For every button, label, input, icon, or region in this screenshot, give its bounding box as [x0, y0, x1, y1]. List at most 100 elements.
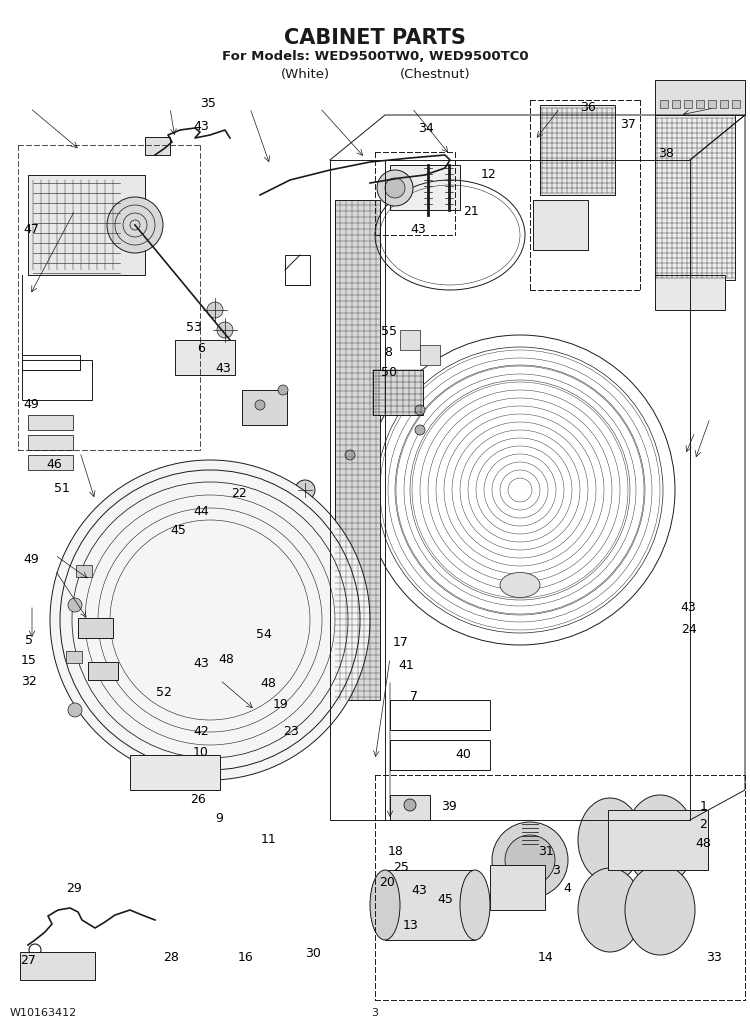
- Circle shape: [415, 405, 425, 415]
- Bar: [28, 435, 73, 450]
- Bar: [608, 810, 708, 870]
- Text: 28: 28: [163, 951, 179, 963]
- Bar: [400, 330, 420, 350]
- Text: 54: 54: [256, 628, 272, 640]
- Text: 43: 43: [216, 363, 232, 375]
- Bar: [66, 651, 82, 663]
- Bar: [696, 100, 704, 108]
- Text: 41: 41: [399, 659, 415, 671]
- Circle shape: [295, 480, 315, 500]
- Bar: [672, 100, 680, 108]
- Bar: [20, 952, 95, 980]
- Circle shape: [345, 450, 355, 460]
- Ellipse shape: [578, 868, 642, 952]
- Text: 27: 27: [20, 954, 37, 967]
- Bar: [385, 870, 475, 940]
- Bar: [22, 359, 92, 400]
- Bar: [335, 200, 380, 700]
- Bar: [130, 755, 220, 790]
- Bar: [28, 175, 145, 275]
- Text: 19: 19: [273, 698, 289, 711]
- Ellipse shape: [500, 573, 540, 598]
- Text: 33: 33: [706, 951, 722, 963]
- Ellipse shape: [370, 870, 400, 940]
- Bar: [684, 100, 692, 108]
- Bar: [78, 618, 113, 638]
- Bar: [655, 80, 745, 115]
- Bar: [660, 100, 668, 108]
- Text: 21: 21: [464, 205, 479, 218]
- Text: 25: 25: [393, 861, 410, 873]
- Text: W10163412: W10163412: [10, 1008, 77, 1018]
- Text: 47: 47: [23, 224, 40, 236]
- Text: 20: 20: [379, 876, 395, 889]
- Bar: [540, 105, 615, 195]
- Bar: [732, 100, 740, 108]
- Bar: [490, 865, 545, 910]
- Bar: [373, 370, 423, 415]
- Ellipse shape: [50, 460, 370, 780]
- Circle shape: [207, 303, 223, 318]
- Text: 22: 22: [231, 487, 246, 499]
- Circle shape: [68, 703, 82, 717]
- Text: 10: 10: [193, 746, 209, 758]
- Text: 32: 32: [21, 675, 37, 688]
- Text: 6: 6: [197, 342, 205, 354]
- Text: 36: 36: [580, 102, 596, 114]
- Text: 39: 39: [441, 800, 456, 812]
- Text: 5: 5: [25, 634, 32, 646]
- Circle shape: [217, 322, 233, 338]
- Text: 1: 1: [700, 800, 707, 812]
- Circle shape: [278, 385, 288, 395]
- Text: 43: 43: [194, 120, 208, 133]
- Bar: [390, 740, 490, 770]
- Ellipse shape: [625, 865, 695, 955]
- Text: 3: 3: [553, 864, 560, 876]
- Text: 46: 46: [46, 458, 62, 470]
- Ellipse shape: [578, 798, 642, 882]
- Text: 24: 24: [681, 624, 696, 636]
- Bar: [420, 345, 440, 365]
- Text: 18: 18: [387, 845, 404, 858]
- Bar: [28, 415, 73, 430]
- Text: 55: 55: [380, 325, 397, 338]
- Text: 14: 14: [538, 951, 554, 963]
- Ellipse shape: [460, 870, 490, 940]
- Text: 49: 49: [24, 398, 40, 410]
- Bar: [390, 795, 430, 821]
- Bar: [655, 275, 725, 310]
- Circle shape: [404, 799, 416, 811]
- Text: 45: 45: [170, 524, 187, 537]
- Text: 34: 34: [419, 122, 434, 135]
- Text: 26: 26: [190, 794, 206, 806]
- Text: 31: 31: [538, 845, 554, 858]
- Text: 40: 40: [455, 748, 472, 760]
- Text: 35: 35: [200, 97, 217, 110]
- Circle shape: [107, 197, 163, 253]
- Circle shape: [68, 598, 82, 612]
- Text: 38: 38: [658, 147, 674, 160]
- Text: 43: 43: [412, 885, 428, 897]
- Text: 44: 44: [194, 506, 208, 518]
- Circle shape: [415, 425, 425, 435]
- Bar: [145, 137, 170, 155]
- Text: CABINET PARTS: CABINET PARTS: [284, 28, 466, 48]
- Text: 12: 12: [482, 168, 497, 180]
- Ellipse shape: [625, 795, 695, 885]
- Bar: [88, 662, 118, 680]
- Text: 3: 3: [371, 1008, 379, 1018]
- Bar: [28, 455, 73, 470]
- Text: 8: 8: [385, 346, 392, 358]
- Bar: [708, 100, 716, 108]
- Text: 53: 53: [185, 321, 202, 334]
- Text: 15: 15: [20, 655, 37, 667]
- Text: For Models: WED9500TW0, WED9500TC0: For Models: WED9500TW0, WED9500TC0: [222, 50, 528, 63]
- Bar: [285, 255, 310, 285]
- Text: 48: 48: [260, 678, 277, 690]
- Bar: [533, 200, 588, 250]
- Text: 17: 17: [392, 636, 409, 649]
- Circle shape: [385, 178, 405, 198]
- Circle shape: [518, 833, 542, 857]
- Text: 43: 43: [194, 657, 208, 669]
- Text: 16: 16: [238, 951, 254, 963]
